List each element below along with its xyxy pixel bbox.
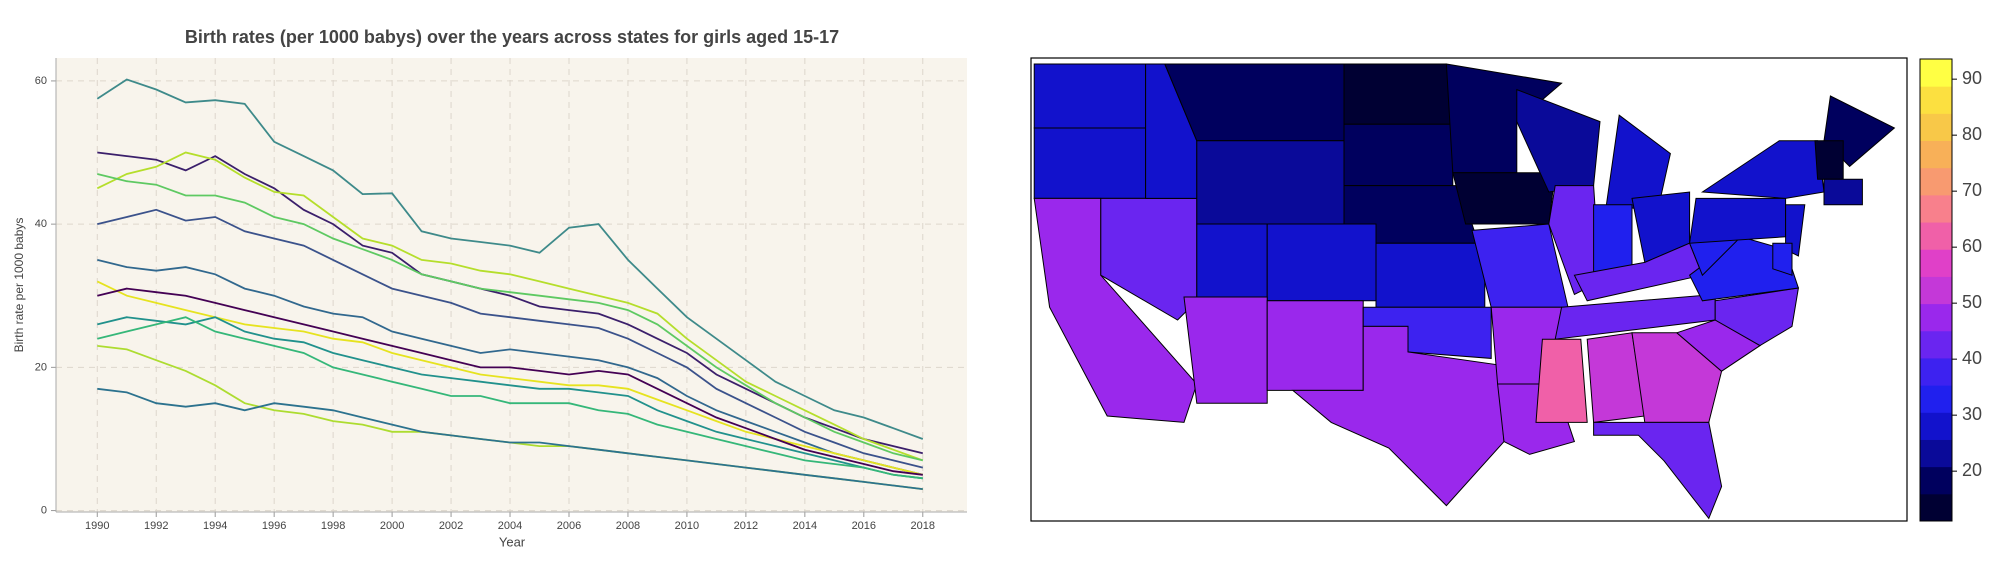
x-tick-label: 1996 [262,520,286,532]
series-line [97,208,924,469]
state [1164,63,1345,142]
state [1343,123,1454,187]
state [1814,140,1844,180]
y-tick-label: 20 [35,361,47,373]
x-tick-label: 1994 [203,520,227,532]
y-axis-label: Birth rate per 1000 babys [12,218,26,353]
x-tick-label: 2006 [557,520,581,532]
x-axis-label: Year [499,534,526,549]
series-line [96,151,924,462]
color-band [1920,276,1952,305]
color-band [1920,86,1952,114]
colorbar-tick-label: 30 [1962,404,1982,424]
state [1183,296,1268,404]
x-tick-label: 2014 [793,520,817,532]
state [1452,172,1556,225]
colorbar-tick-label: 90 [1962,68,1982,88]
x-tick-label: 2000 [380,520,404,532]
color-band [1920,466,1952,495]
state [1266,223,1377,302]
color-band [1920,303,1952,332]
colorbar-tick-label: 80 [1962,124,1982,144]
x-tick-label: 1992 [144,520,168,532]
state [1593,204,1633,276]
chart-title: Birth rates (per 1000 babys) over the ye… [185,27,839,47]
plot-panel [56,58,967,512]
colorbar-border [1919,58,1953,522]
x-tick-label: 2016 [852,520,876,532]
series-line [97,316,923,480]
state [1196,223,1268,298]
series-line [97,173,924,462]
color-band [1920,357,1952,386]
color-band [1920,194,1952,223]
color-band [1920,140,1952,169]
state [1631,332,1723,423]
color-band [1920,330,1952,359]
x-tick-label: 1998 [321,520,345,532]
state [1593,421,1723,520]
colorbar-tick-label: 50 [1962,292,1982,312]
colorbar-tick-label: 20 [1962,460,1982,480]
series-line [96,280,924,476]
color-band [1920,59,1952,87]
x-tick-label: 2008 [616,520,640,532]
y-tick-label: 0 [41,504,47,516]
colorbar-tick-label: 60 [1962,236,1982,256]
series-line [96,78,924,440]
color-band [1920,167,1952,196]
colorbar-tick-label: 70 [1962,180,1982,200]
state [1033,127,1147,199]
color-band [1920,222,1952,250]
color-band [1920,412,1952,440]
state [1343,63,1454,125]
state [1033,63,1147,129]
color-band [1920,439,1952,468]
y-tick-label: 60 [35,75,47,87]
state [1689,197,1787,244]
x-tick-label: 2010 [675,520,699,532]
x-tick-label: 2018 [911,520,935,532]
color-band [1920,493,1952,522]
state [1196,140,1345,225]
state [1535,338,1588,423]
state [1266,300,1364,391]
x-tick-label: 2002 [439,520,463,532]
x-tick-label: 2012 [734,520,758,532]
state [1445,63,1563,174]
color-band [1920,113,1952,142]
state [1823,178,1863,206]
series-line [97,287,923,476]
x-tick-label: 1990 [85,520,109,532]
y-tick-label: 40 [35,218,47,230]
state [1772,242,1793,276]
color-band [1920,385,1952,413]
series-line [97,316,923,480]
colorbar-tick-label: 40 [1962,348,1982,368]
state [1375,242,1486,308]
x-tick-label: 2004 [498,520,522,532]
series-line [97,259,924,476]
color-band [1920,249,1952,277]
state [1291,325,1505,507]
series-line [97,387,923,490]
